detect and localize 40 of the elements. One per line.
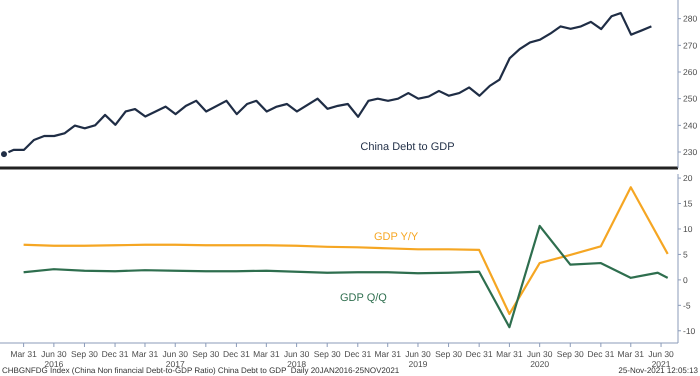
y-tick-label: 15 [683,198,693,209]
x-tick-label: Dec 31 [344,349,372,359]
y-tick-label: 0 [683,274,688,285]
x-tick-label: Dec 31 [222,349,250,359]
y-tick-label: -5 [683,300,691,310]
x-tick-label: Mar 31 [374,349,402,359]
x-tick-label: Jun 30 2019 [405,349,431,369]
y-tick-label: 240 [683,120,698,130]
y-tick-label: 10 [683,224,693,234]
series-label: GDP Q/Q [340,292,387,306]
x-tick-label: Sep 30 [314,349,341,359]
x-tick-label: Mar 31 [253,349,280,359]
x-tick-label: Mar 31 [132,349,158,359]
x-tick-label: Jun 30 2018 [284,349,310,369]
y-tick-label: 260 [683,67,698,78]
x-tick-label: Dec 31 [466,349,493,359]
x-tick-label: Jun 30 2021 [648,349,674,369]
y-tick-label: 230 [683,147,698,158]
y-tick-label: 20 [683,173,693,184]
x-tick-label: Dec 31 [587,349,615,359]
x-tick-label: Sep 30 [70,349,98,359]
y-tick-label: 250 [683,94,698,104]
x-tick-label: Mar 31 [496,349,523,359]
x-tick-label: Jun 30 2016 [41,349,67,369]
x-tick-label: Sep 30 [192,349,220,359]
x-tick-label: Jun 30 2017 [162,349,188,369]
x-tick-label: Sep 30 [435,349,462,359]
y-tick-label: 270 [683,40,698,50]
x-tick-label: Sep 30 [556,349,584,359]
x-tick-label: Dec 31 [102,349,129,359]
x-tick-label: Mar 31 [10,349,38,359]
y-tick-label: 280 [683,14,698,24]
text: 25-Nov-2021 12:05:13 [618,366,698,376]
series-label: GDP Y/Y [374,231,418,244]
text: CHBGNFDG Index (China Non financial Debt-to-GDP Ratio) China Debt to GDP Daily 20JAN2016-25NOV2021 [2,366,400,376]
x-tick-label: Jun 30 2020 [526,349,553,369]
x-tick-label: Mar 31 [618,349,644,359]
y-tick-label: -10 [683,326,696,336]
y-tick-label: 5 [683,249,688,260]
text: China Debt to GDP [360,141,455,154]
